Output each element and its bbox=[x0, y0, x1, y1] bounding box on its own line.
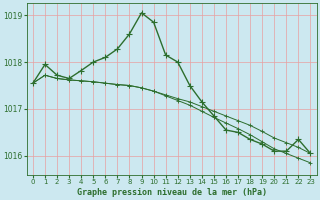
X-axis label: Graphe pression niveau de la mer (hPa): Graphe pression niveau de la mer (hPa) bbox=[77, 188, 267, 197]
